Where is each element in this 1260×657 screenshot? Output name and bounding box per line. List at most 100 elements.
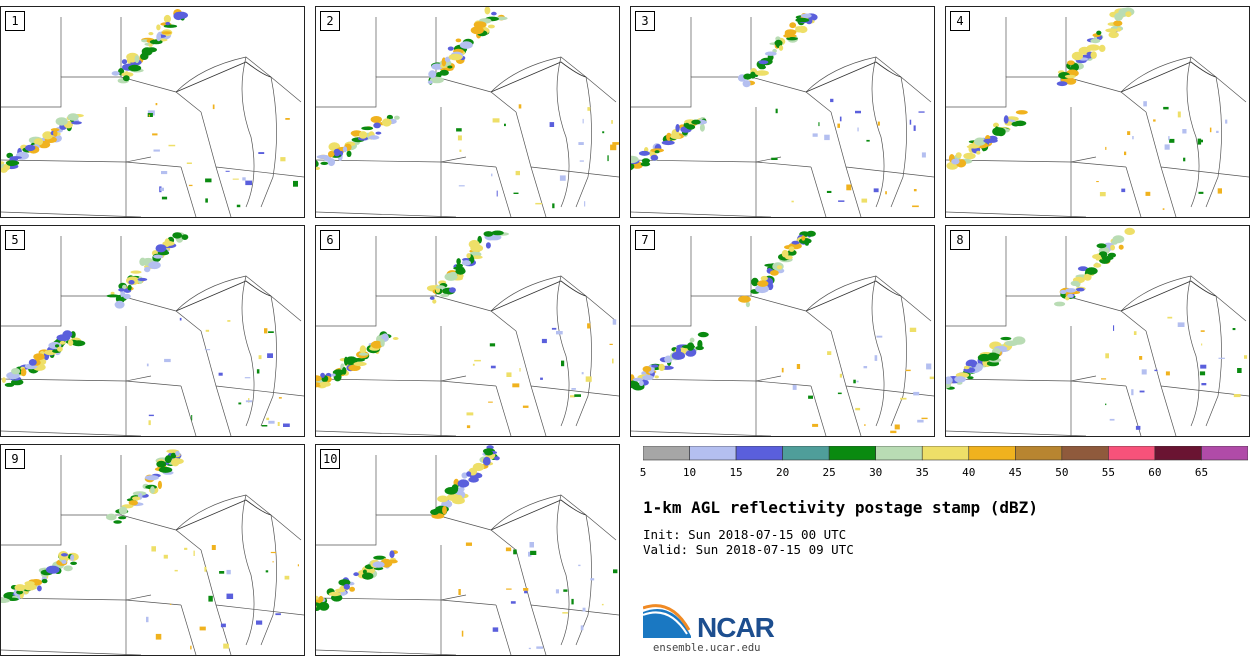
echo-cell	[1056, 81, 1068, 87]
state-border	[946, 211, 1087, 217]
echo-cell	[699, 123, 705, 132]
echo-cell	[839, 116, 842, 122]
echo-cell	[156, 32, 162, 42]
echo-cell	[877, 121, 880, 126]
echo-cell	[172, 232, 183, 239]
echo-cell	[824, 134, 830, 141]
ensemble-member-panel: 8	[945, 225, 1250, 437]
echo-cell	[776, 265, 783, 270]
echo-cell	[118, 516, 127, 520]
echo-cell	[458, 589, 461, 595]
state-border	[1125, 166, 1142, 217]
echo-cell	[148, 114, 150, 117]
echo-cell	[14, 584, 26, 592]
echo-cell	[381, 118, 392, 127]
echo-cell	[268, 420, 275, 424]
echo-cell	[118, 506, 128, 515]
echo-cell	[1164, 144, 1170, 150]
echo-cell	[431, 63, 444, 70]
echo-cell	[774, 39, 783, 47]
echo-cell	[67, 339, 74, 346]
echo-cell	[256, 369, 260, 374]
ensemble-member-panel: 2	[315, 6, 620, 218]
echo-cell	[181, 234, 189, 240]
echo-cell	[494, 456, 500, 461]
state-border	[530, 604, 619, 616]
lake-outline	[175, 499, 272, 531]
echo-cell	[1083, 273, 1092, 281]
ensemble-member-panel: 3	[630, 6, 935, 218]
echo-cell	[70, 554, 75, 561]
ensemble-member-panel: 6	[315, 225, 620, 437]
state-border	[575, 295, 592, 427]
colorbar-tick-label: 35	[915, 466, 929, 479]
echo-cell	[437, 495, 449, 503]
echo-cell	[361, 126, 374, 131]
echo-cell	[561, 360, 565, 367]
echo-cell	[134, 55, 140, 64]
echo-cell	[238, 402, 242, 405]
echo-cell	[1197, 138, 1202, 145]
echo-cell	[455, 267, 466, 275]
echo-cell	[1232, 328, 1236, 331]
echo-cell	[429, 76, 444, 84]
echo-cell	[1124, 151, 1127, 156]
echo-cell	[342, 367, 347, 375]
echo-cell	[1065, 288, 1077, 293]
echo-cell	[686, 342, 695, 351]
echo-cell	[581, 372, 584, 375]
ensemble-member-panel: 7	[630, 225, 935, 437]
echo-cell	[163, 14, 171, 23]
echo-cell	[466, 471, 472, 477]
echo-cell	[571, 598, 574, 605]
echo-cell	[270, 551, 276, 554]
state-border	[440, 156, 467, 163]
echo-cell	[1, 377, 6, 383]
echo-cell	[552, 203, 555, 209]
echo-cell	[156, 24, 161, 31]
colorbar-tick-label: 5	[639, 466, 647, 479]
state-border	[1186, 275, 1200, 427]
echo-cell	[885, 191, 887, 195]
echo-cell	[266, 417, 270, 421]
echo-cell	[778, 45, 784, 51]
echo-cell	[1199, 371, 1206, 376]
echo-cell	[335, 588, 346, 593]
echo-cell	[1168, 136, 1170, 141]
state-border	[515, 549, 547, 655]
echo-cell	[513, 549, 517, 555]
echo-cell	[745, 301, 750, 308]
echo-cell	[570, 395, 576, 398]
echo-cell	[894, 424, 900, 430]
echo-cell	[580, 625, 584, 631]
ensemble-member-panel: 10	[315, 444, 620, 656]
echo-cell	[316, 160, 319, 168]
echo-cell	[353, 361, 367, 367]
echo-cell	[118, 288, 125, 292]
echo-cell	[389, 550, 395, 558]
echo-cell	[1105, 146, 1107, 150]
state-border	[440, 375, 467, 382]
echo-cell	[967, 376, 974, 380]
echo-cell	[199, 626, 206, 631]
echo-cell	[650, 154, 659, 161]
state-border	[1120, 56, 1247, 103]
echo-cell	[631, 155, 639, 164]
echo-cell	[46, 565, 60, 574]
echo-cell	[373, 555, 386, 560]
echo-cell	[1145, 191, 1151, 196]
ncar-logo-text: NCAR	[697, 612, 775, 643]
echo-cell	[370, 116, 382, 123]
echo-cell	[1067, 60, 1075, 65]
echo-cell	[71, 121, 82, 125]
echo-cell	[518, 104, 522, 109]
echo-cell	[758, 60, 769, 65]
echo-cell	[459, 41, 473, 49]
echo-cell	[1004, 340, 1019, 347]
colorbar-swatch	[1061, 446, 1109, 461]
echo-cell	[121, 72, 134, 77]
echo-cell	[584, 201, 586, 207]
echo-cell	[490, 365, 496, 369]
state-border	[316, 430, 457, 436]
echo-cell	[1201, 343, 1203, 346]
